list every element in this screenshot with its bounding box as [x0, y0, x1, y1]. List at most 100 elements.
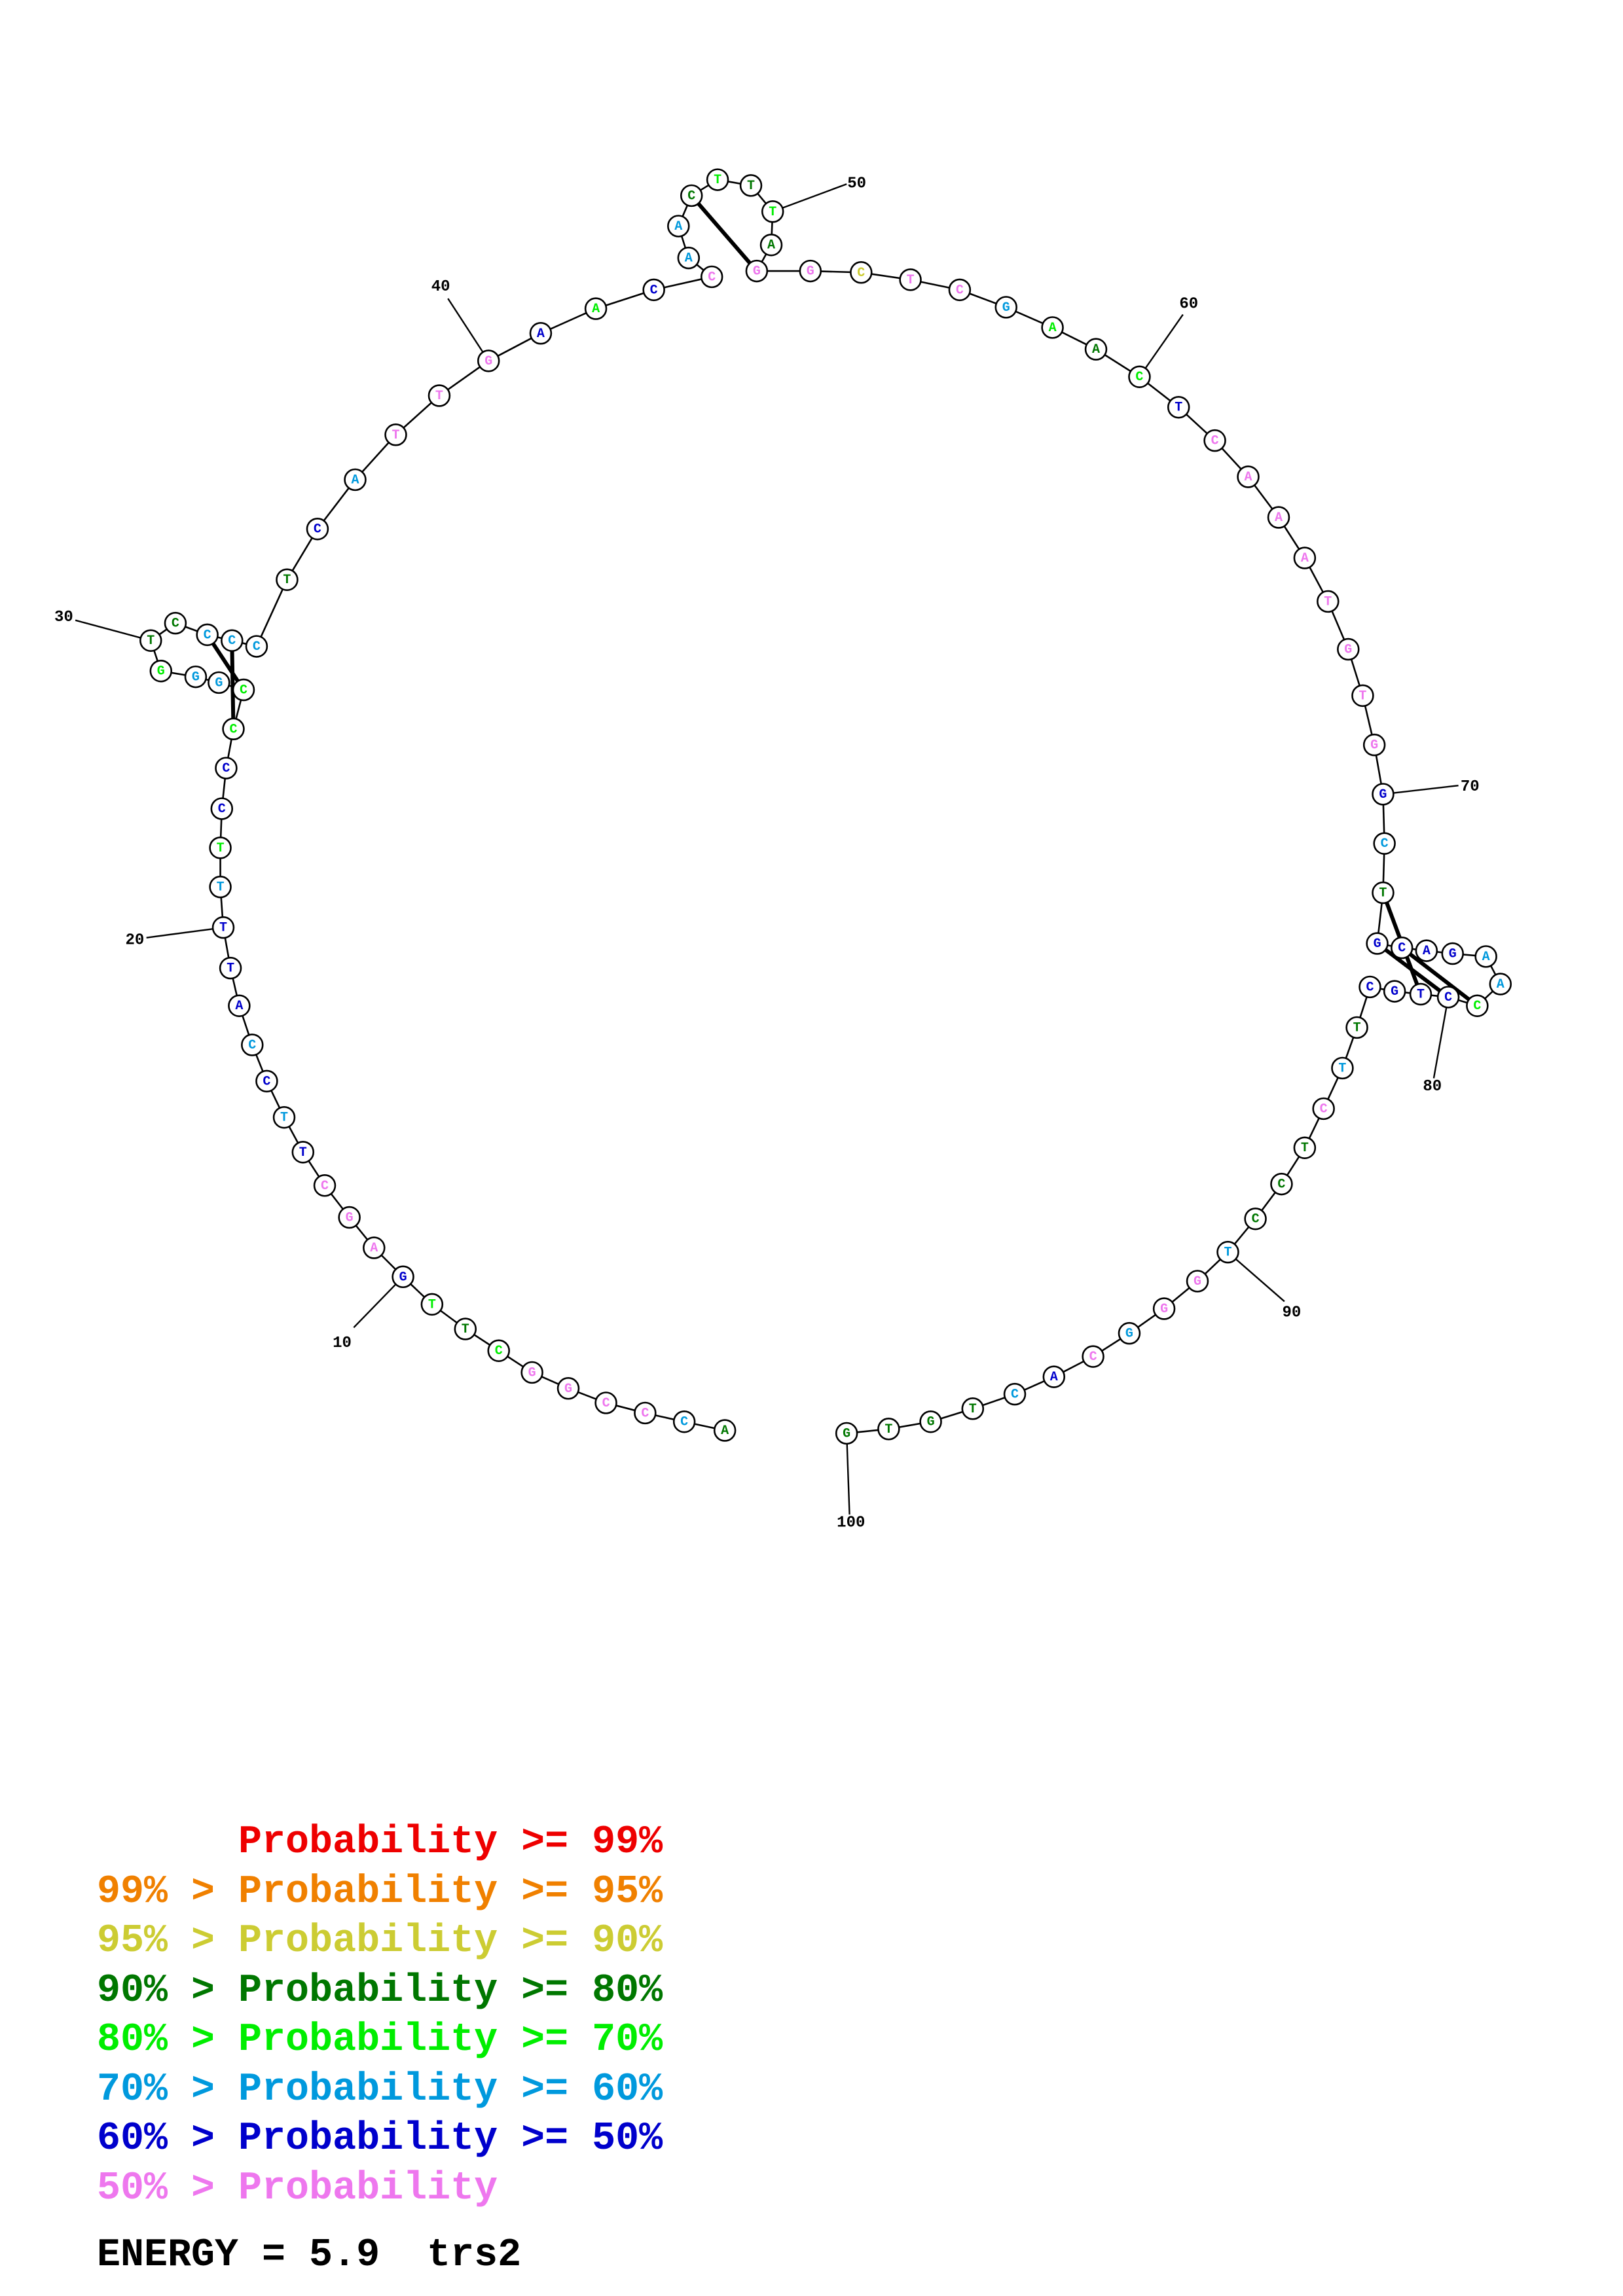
nucleotide-circle — [392, 1265, 414, 1289]
nucleotide: G — [1441, 942, 1464, 965]
nucleotide-letter: A — [685, 251, 693, 266]
nucleotide: G — [556, 1377, 580, 1400]
nucleotide-circle — [211, 916, 235, 939]
nucleotide: C — [1373, 832, 1396, 855]
nucleotide: A — [228, 994, 251, 1017]
nucleotide-letter: T — [435, 389, 443, 404]
nucleotide: C — [222, 717, 245, 741]
nucleotide-letter: T — [1338, 1061, 1346, 1076]
nucleotide-letter: C — [602, 1396, 610, 1411]
nucleotide-letter: A — [370, 1241, 378, 1256]
nucleotide: G — [184, 665, 208, 689]
nucleotide-letter: T — [1301, 1141, 1309, 1156]
nucleotide-letter: G — [192, 670, 200, 685]
nucleotide: G — [1152, 1297, 1176, 1320]
nucleotide-circle — [1042, 1365, 1066, 1388]
nucleotide-circle — [215, 757, 238, 780]
nucleotide: T — [276, 568, 299, 591]
nucleotide-letter: C — [218, 802, 226, 817]
nucleotide: C — [245, 635, 268, 658]
position-tick-line — [1139, 314, 1184, 378]
nucleotide-letter: C — [253, 639, 261, 655]
nucleotide-circle — [1441, 942, 1464, 965]
nucleotide-circle — [1337, 637, 1360, 661]
nucleotide: G — [520, 1361, 543, 1384]
nucleotide-letter: T — [1359, 689, 1366, 704]
nucleotide-circle — [677, 246, 701, 270]
legend-row: 95% > Probability >= 90% — [97, 1919, 663, 1964]
nucleotide-circle — [1041, 316, 1064, 339]
nucleotide-circle — [1267, 506, 1290, 529]
nucleotide-circle — [835, 1422, 858, 1445]
nucleotide: C — [634, 1401, 657, 1425]
nucleotide-letter: T — [227, 961, 234, 977]
nucleotide-circle — [222, 717, 245, 741]
nucleotide: A — [1489, 973, 1512, 996]
nucleotide-circle — [338, 1206, 361, 1229]
nucleotide-letter: C — [321, 1179, 329, 1194]
nucleotide-circle — [700, 265, 723, 289]
nucleotide-circle — [520, 1361, 543, 1384]
nucleotide: T — [961, 1397, 985, 1420]
nucleotide-circle — [255, 1069, 278, 1093]
position-label: 100 — [837, 1515, 865, 1532]
nucleotide-letter: A — [1497, 977, 1504, 992]
nucleotide-letter: G — [1370, 738, 1378, 753]
legend-row: 90% > Probability >= 80% — [97, 1968, 663, 2013]
nucleotide-letter: A — [1423, 944, 1431, 959]
nucleotide-letter: T — [280, 1111, 288, 1126]
nucleotide: G — [208, 671, 230, 694]
nucleotide-circle — [1362, 733, 1386, 757]
nucleotide: T — [1293, 1136, 1317, 1159]
nucleotide: A — [344, 468, 367, 492]
nucleotide-letter: C — [314, 522, 321, 537]
nucleotide-circle — [745, 259, 769, 283]
nucleotide-letter: G — [1125, 1327, 1133, 1342]
nucleotide: G — [477, 350, 500, 372]
nucleotide-circle — [1345, 1016, 1368, 1039]
nucleotide: C — [948, 278, 972, 302]
nucleotide-letter: C — [956, 283, 964, 298]
nucleotide: T — [899, 268, 922, 291]
nucleotide-circle — [529, 322, 553, 345]
nucleotide: T — [272, 1105, 296, 1129]
nucleotide: A — [363, 1236, 386, 1259]
nucleotide: A — [1042, 1365, 1066, 1388]
nucleotide-circle — [209, 875, 232, 899]
nucleotide: T — [739, 174, 763, 197]
base-pair-layer — [206, 194, 1479, 1008]
nucleotide-circle — [1359, 975, 1381, 999]
nucleotide: C — [1436, 986, 1460, 1009]
nucleotide-letter: T — [884, 1422, 892, 1437]
nucleotide-letter: T — [1175, 401, 1182, 416]
nucleotide-circle — [1474, 945, 1497, 968]
position-label: 90 — [1283, 1304, 1302, 1322]
nucleotide-circle — [164, 611, 187, 635]
nucleotide-letter: G — [484, 354, 492, 369]
nucleotide-circle — [1167, 395, 1190, 419]
nucleotide: C — [680, 184, 703, 207]
nucleotide: A — [1237, 465, 1260, 488]
nucleotide: T — [454, 1318, 477, 1340]
nucleotide-circle — [1372, 881, 1395, 905]
nucleotide-circle — [850, 261, 873, 284]
nucleotide: G — [745, 259, 769, 283]
nucleotide-circle — [680, 184, 703, 207]
nucleotide-circle — [1203, 429, 1226, 452]
nucleotide-letter: G — [1344, 643, 1352, 658]
position-tick-line — [845, 1433, 850, 1515]
nucleotide-letter: G — [1391, 984, 1398, 999]
nucleotide-letter: G — [1379, 787, 1387, 802]
nucleotide: T — [384, 423, 407, 446]
nucleotide-circle — [1152, 1297, 1176, 1320]
nucleotide-letter: C — [1473, 999, 1481, 1014]
nucleotide: G — [919, 1410, 942, 1433]
nucleotide: A — [677, 246, 701, 270]
nucleotide-circle — [948, 278, 972, 302]
nucleotide: A — [667, 215, 690, 238]
position-tick-line — [75, 619, 151, 641]
nucleotide-circle — [1293, 547, 1317, 569]
nucleotide: C — [313, 1174, 337, 1197]
nucleotide-letter: A — [1275, 511, 1283, 526]
legend-row: 99% > Probability >= 95% — [97, 1869, 663, 1914]
